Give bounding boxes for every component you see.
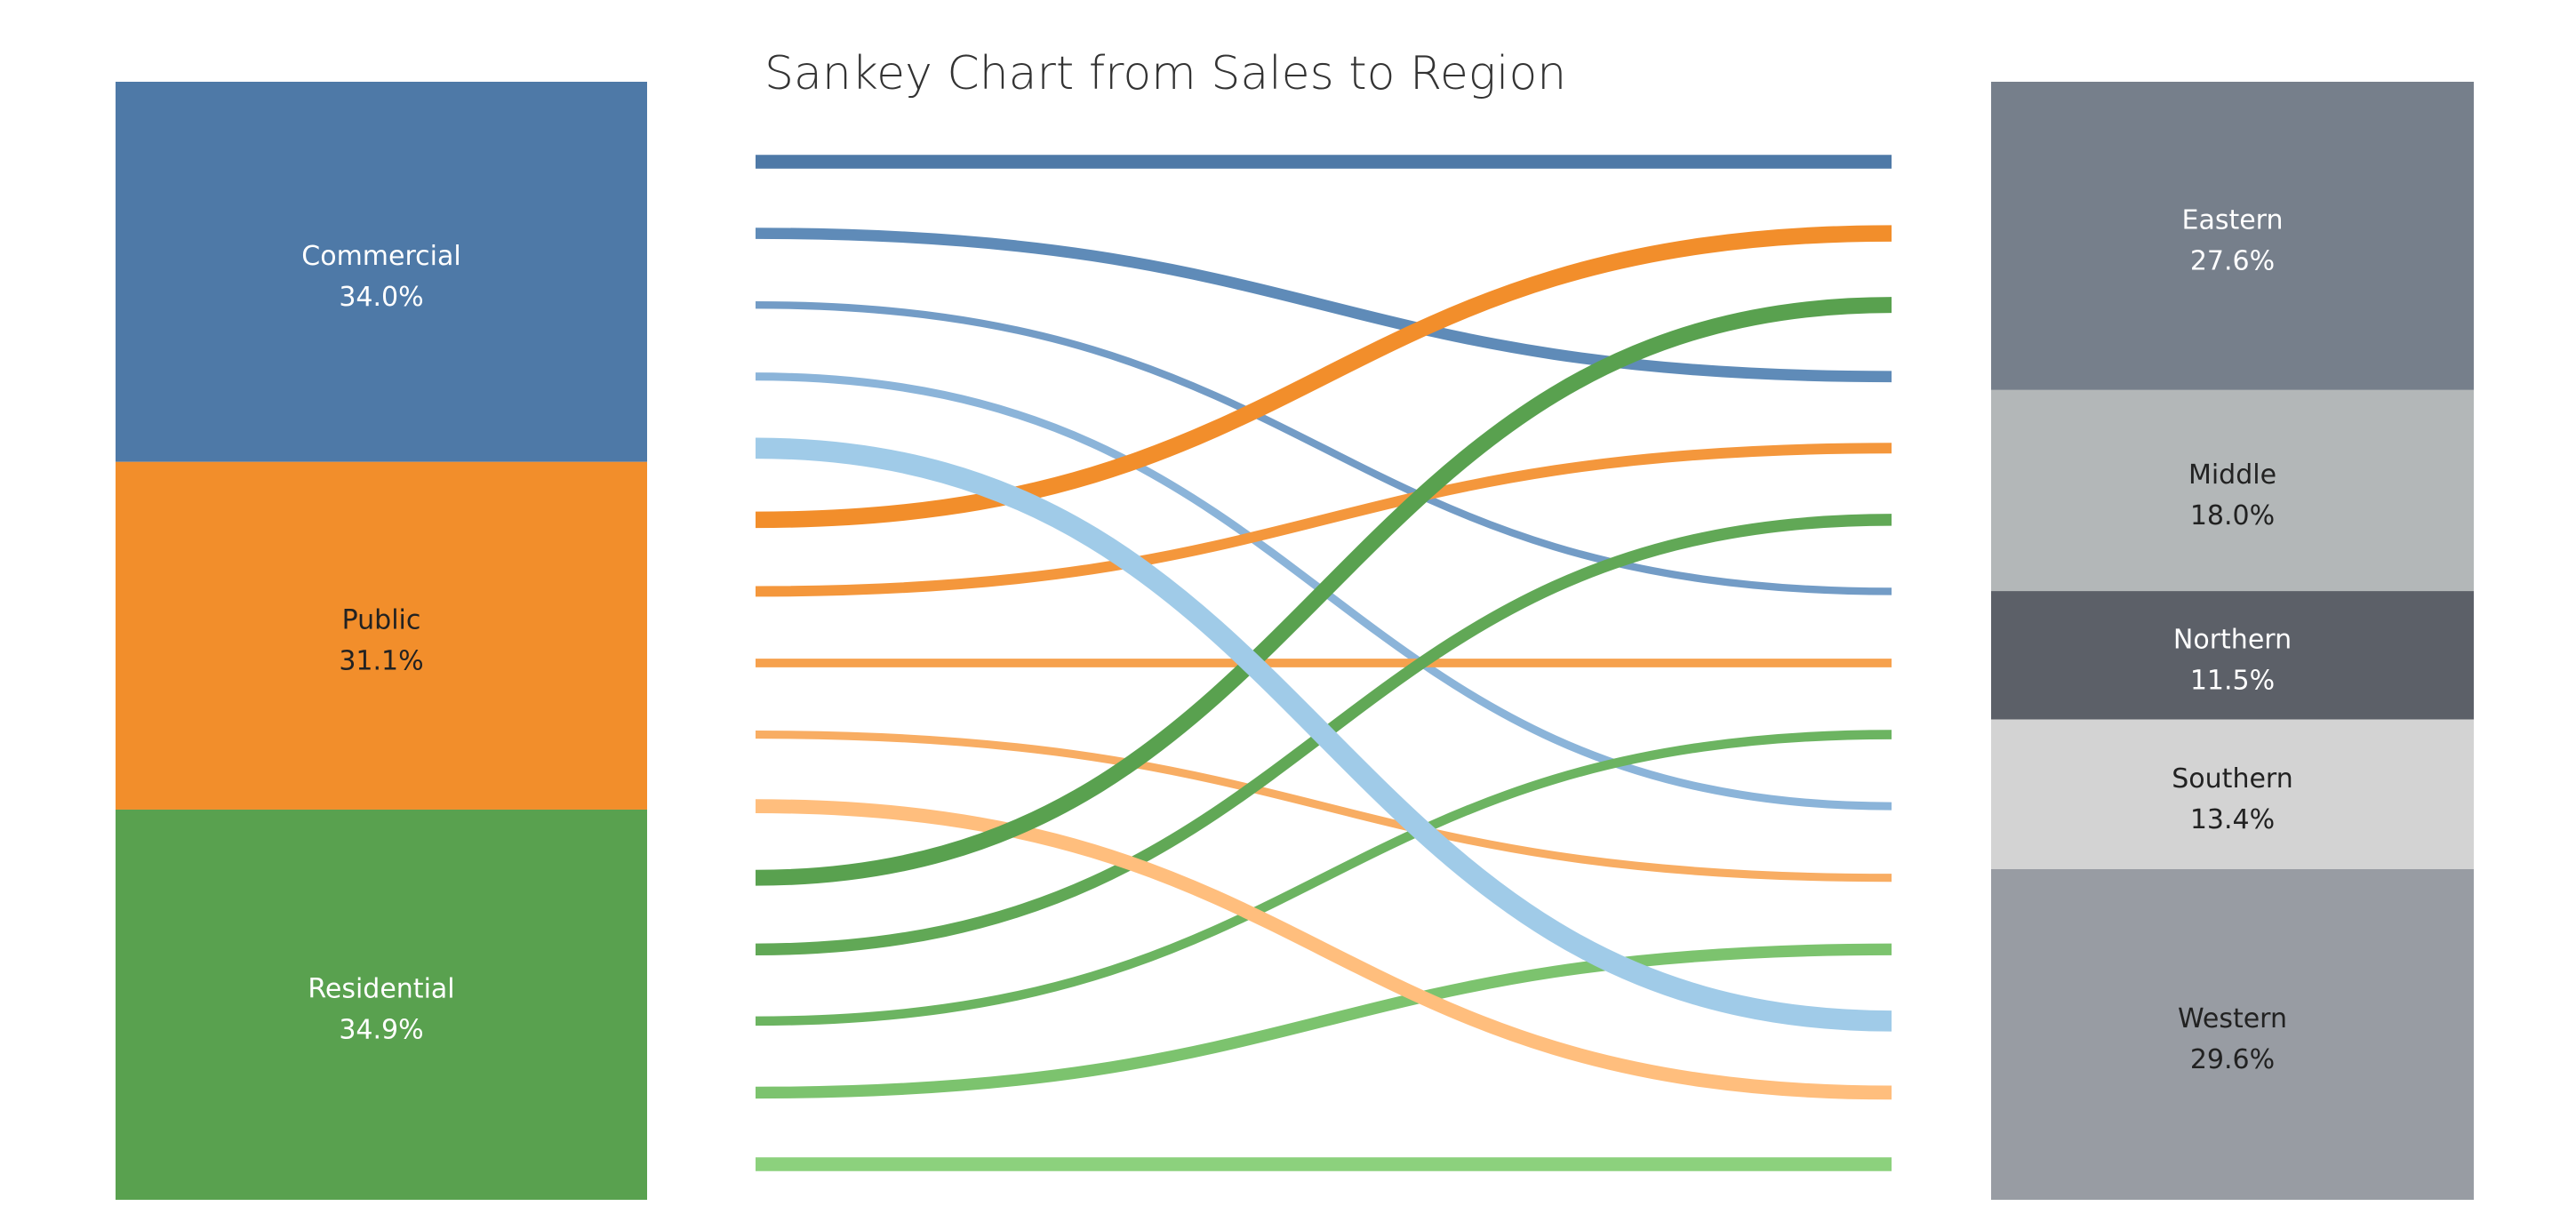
target-node-eastern bbox=[1991, 82, 2474, 390]
target-label-eastern: Eastern bbox=[2181, 204, 2283, 236]
target-percent-northern: 11.5% bbox=[2190, 665, 2275, 696]
target-node-northern bbox=[1991, 591, 2474, 720]
flows-layer bbox=[755, 155, 1892, 1171]
source-label-public: Public bbox=[342, 604, 421, 635]
target-nodes: Eastern 27.6% Middle 18.0% Northern 11.5% Sout… bbox=[1991, 82, 2474, 1200]
source-label-commercial: Commercial bbox=[301, 241, 460, 272]
source-percent-commercial: 34.0% bbox=[339, 282, 423, 313]
flow-public-to-eastern bbox=[755, 225, 1892, 529]
flow-commercial-to-middle bbox=[755, 228, 1892, 383]
source-node-residential bbox=[116, 809, 647, 1200]
source-percent-public: 31.1% bbox=[339, 645, 423, 676]
flow-residential-to-eastern bbox=[755, 297, 1892, 886]
source-nodes: Commercial 34.0% Public 31.1% Residential 34.… bbox=[116, 82, 647, 1200]
source-label-residential: Residential bbox=[308, 973, 454, 1004]
flow-commercial-to-western bbox=[755, 437, 1892, 1032]
flow-public-to-western bbox=[755, 799, 1892, 1100]
flow-residential-to-northern bbox=[755, 730, 1892, 1026]
source-node-public bbox=[116, 461, 647, 810]
target-percent-middle: 18.0% bbox=[2190, 500, 2275, 531]
flow-public-to-middle bbox=[755, 443, 1892, 597]
target-label-northern: Northern bbox=[2173, 624, 2292, 655]
flow-residential-to-southern bbox=[755, 943, 1892, 1099]
source-node-commercial bbox=[116, 82, 647, 462]
flow-commercial-to-northern bbox=[755, 300, 1892, 595]
target-percent-eastern: 27.6% bbox=[2190, 245, 2275, 276]
source-percent-residential: 34.9% bbox=[339, 1014, 423, 1045]
target-label-middle: Middle bbox=[2188, 459, 2276, 491]
target-node-southern bbox=[1991, 719, 2474, 870]
flow-public-to-southern bbox=[755, 731, 1892, 883]
target-node-western bbox=[1991, 869, 2474, 1200]
target-percent-southern: 13.4% bbox=[2190, 804, 2275, 835]
target-label-western: Western bbox=[2178, 1003, 2287, 1034]
target-label-southern: Southern bbox=[2172, 763, 2292, 795]
chart-title: Sankey Chart from Sales to Region bbox=[764, 47, 1566, 100]
target-percent-western: 29.6% bbox=[2190, 1044, 2275, 1075]
target-node-middle bbox=[1991, 389, 2474, 592]
